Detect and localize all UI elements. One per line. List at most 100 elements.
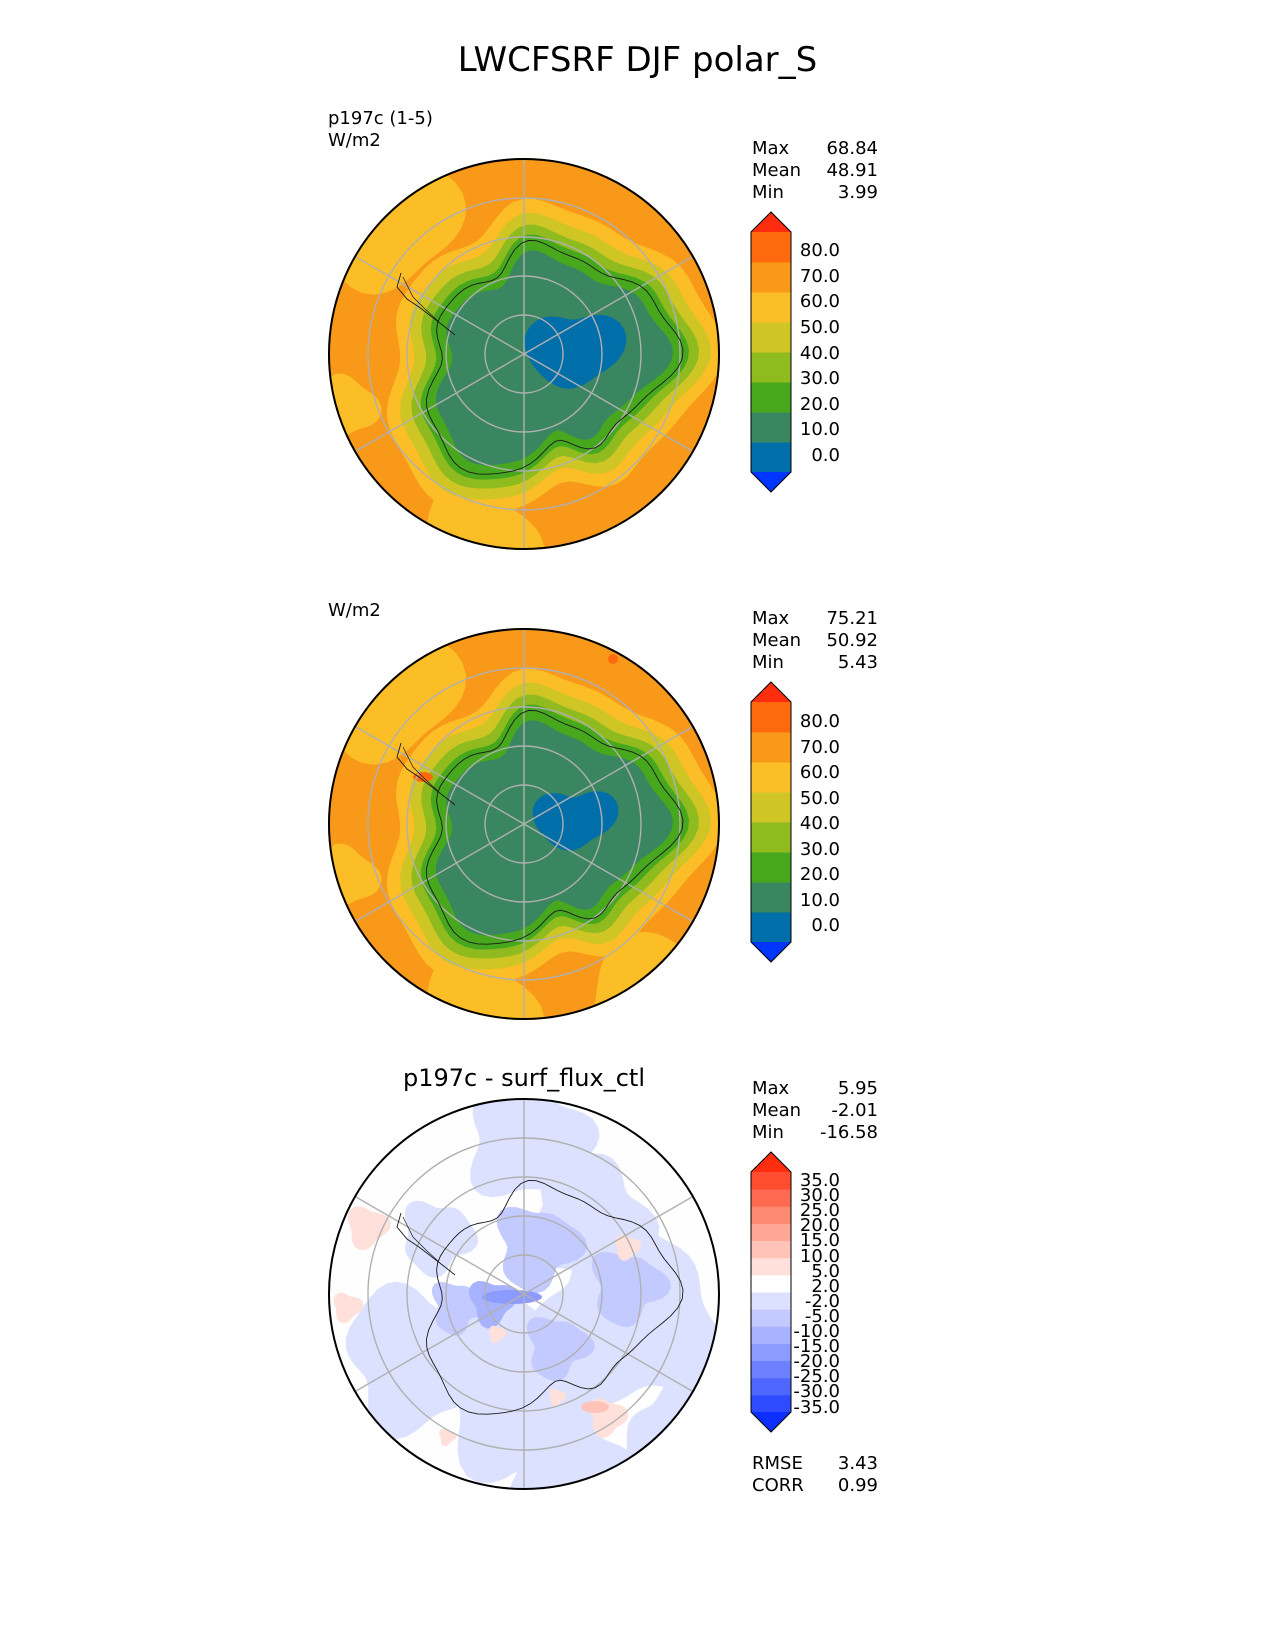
panel1-stats: Max 68.84 Mean 48.91 Min 3.99 xyxy=(752,138,878,204)
colorbar-segment xyxy=(751,1189,791,1207)
colorbar-tick: 30.0 xyxy=(799,368,840,389)
colorbar-tick: 10.0 xyxy=(799,890,840,911)
colorbar-tick: 70.0 xyxy=(799,737,840,758)
contour-neg-2-5 xyxy=(404,1200,478,1278)
stat-value: 3.43 xyxy=(837,1453,878,1474)
stat-value: -2.01 xyxy=(831,1100,878,1121)
colorbar-tick: 0.0 xyxy=(811,445,840,466)
contour-pos-2-5 xyxy=(615,1234,642,1261)
colorbar-segment xyxy=(751,1223,791,1242)
colorbar-tick: 60.0 xyxy=(799,762,840,783)
colorbar-tick: -25.0 xyxy=(793,1366,840,1388)
colorbar-tick: -5.0 xyxy=(804,1305,840,1327)
antarctica-coastline xyxy=(426,1180,684,1415)
peninsula-coastline xyxy=(402,1216,440,1263)
colorbar-segment xyxy=(751,1309,791,1327)
colorbar-tick: 70.0 xyxy=(799,266,840,287)
colorbar-outline xyxy=(750,1151,792,1433)
colorbar-tick: 50.0 xyxy=(799,788,840,809)
colorbar-segment xyxy=(751,1274,791,1293)
colorbar-tick: 10.0 xyxy=(799,419,840,440)
peninsula-coastline xyxy=(396,1212,456,1276)
longitude-line xyxy=(523,255,695,355)
panel3-stats: Max 5.95 Mean -2.01 Min -16.58 xyxy=(752,1078,878,1144)
colorbar-tick: 30.0 xyxy=(799,1185,840,1207)
colorbar-segment xyxy=(751,702,791,733)
colorbar-segment xyxy=(751,912,791,943)
panel2-units-label: W/m2 xyxy=(328,600,381,621)
colorbar-segment xyxy=(751,352,791,383)
colorbar-segment xyxy=(751,792,791,823)
colorbar-tick: 80.0 xyxy=(799,711,840,732)
panel1-polar-map xyxy=(328,158,720,550)
contour-pos-5-10 xyxy=(581,1401,609,1413)
colorbar-segment xyxy=(751,262,791,293)
peninsula-coastline xyxy=(396,272,456,336)
panel1-units-label: W/m2 xyxy=(328,130,381,151)
antarctica-coastline xyxy=(426,240,684,475)
colorbar-segment xyxy=(751,732,791,763)
longitude-line xyxy=(353,725,525,825)
colorbar-segment xyxy=(751,442,791,473)
stat-label: Min xyxy=(752,1122,784,1143)
longitude-line xyxy=(523,823,695,923)
colorbar-segment xyxy=(751,1257,791,1276)
colorbar-tick: 40.0 xyxy=(799,813,840,834)
figure-title: LWCFSRF DJF polar_S xyxy=(457,40,818,80)
panel2-colorbar xyxy=(750,681,792,963)
stat-label: Mean xyxy=(752,630,802,651)
coastline xyxy=(396,240,684,475)
stat-value: 50.92 xyxy=(826,630,878,651)
colorbar-tick: 20.0 xyxy=(799,864,840,885)
peninsula-coastline xyxy=(396,742,456,806)
colorbar-extend-min xyxy=(751,472,791,492)
colorbar-tick: 80.0 xyxy=(799,240,840,261)
colorbar-segment xyxy=(751,852,791,883)
colorbar-segment xyxy=(751,382,791,413)
contour-neg-5-10 xyxy=(496,1207,588,1293)
stat-value: 5.95 xyxy=(837,1078,878,1099)
colorbar-segment xyxy=(751,1343,791,1362)
longitude-line xyxy=(353,1195,525,1295)
contour-pos-2-5 xyxy=(549,1388,567,1407)
colorbar-segment xyxy=(751,232,791,263)
panel3-colorbar xyxy=(750,1151,792,1433)
colorbar-tick: 20.0 xyxy=(799,394,840,415)
longitude-line xyxy=(353,823,525,923)
colorbar-tick: 35.0 xyxy=(799,1170,840,1191)
panel3-title: p197c - surf_flux_ctl xyxy=(403,1064,645,1092)
colorbar-tick: 15.0 xyxy=(799,1230,840,1252)
stat-label: Mean xyxy=(752,160,802,181)
colorbar-extend-max xyxy=(751,682,791,702)
stat-label: Max xyxy=(752,138,790,159)
stat-value: 3.99 xyxy=(837,182,878,203)
colorbar-segment xyxy=(751,292,791,323)
longitude-line xyxy=(523,353,695,453)
colorbar-tick: 25.0 xyxy=(799,1200,840,1222)
longitude-line xyxy=(353,255,525,355)
contour-neg-2-5 xyxy=(506,1397,639,1490)
colorbar-tick: 20.0 xyxy=(799,1215,840,1237)
stat-label: Max xyxy=(752,1078,790,1099)
colorbar-extend-min xyxy=(751,942,791,962)
contour-fill xyxy=(328,628,720,1020)
map-boundary xyxy=(328,1098,720,1490)
colorbar-tick: 30.0 xyxy=(799,839,840,860)
longitude-line xyxy=(353,353,525,453)
contour-neg-5-10 xyxy=(591,1252,672,1328)
colorbar-tick: 60.0 xyxy=(799,291,840,312)
colorbar-tick: 2.0 xyxy=(811,1275,840,1297)
stat-label: CORR xyxy=(752,1475,804,1496)
stat-value: 75.21 xyxy=(826,608,878,629)
colorbar-segment xyxy=(751,1326,791,1344)
colorbar-extend-min xyxy=(751,1412,791,1432)
stat-label: Min xyxy=(752,182,784,203)
graticule xyxy=(353,628,695,1020)
contour-pos-2-5 xyxy=(347,1206,391,1251)
colorbar-extend-max xyxy=(751,212,791,232)
colorbar-segment xyxy=(751,1172,791,1190)
longitude-line xyxy=(523,1195,695,1295)
contour-pos-2-5 xyxy=(489,1325,507,1344)
colorbar-segment xyxy=(751,762,791,793)
colorbar-tick: 10.0 xyxy=(799,1245,840,1267)
